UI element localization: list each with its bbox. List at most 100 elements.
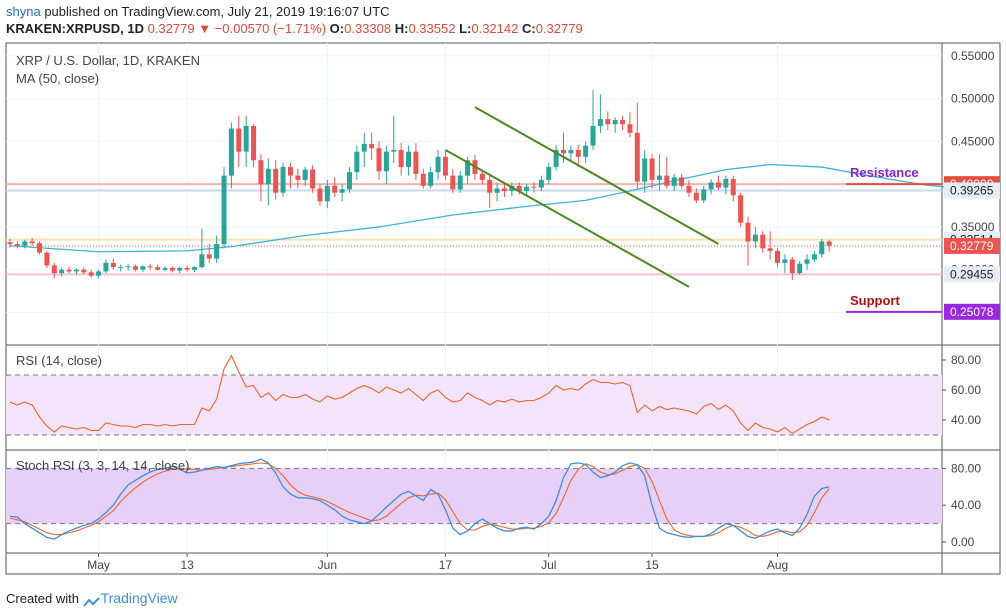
- candle: [597, 94, 603, 133]
- candle: [169, 266, 175, 273]
- candle-body: [243, 125, 249, 152]
- candle-body: [679, 177, 685, 186]
- stoch-rsi-pane-title: Stoch RSI (3, 3, 14, 14, close): [16, 458, 190, 473]
- candle-body: [494, 188, 500, 193]
- candle: [782, 254, 788, 274]
- stoch-band: [6, 468, 942, 524]
- price-tag-level: [944, 182, 1000, 199]
- candle: [354, 145, 360, 180]
- candle: [819, 238, 825, 258]
- candle-body: [723, 179, 729, 188]
- footer: Created with TradingView: [6, 590, 178, 607]
- candle: [59, 267, 65, 277]
- time-tick-label: May: [87, 558, 110, 572]
- candle-body: [649, 158, 655, 180]
- candle-body: [627, 124, 633, 133]
- candle-body: [59, 269, 65, 274]
- high-value: 0.33552: [408, 21, 456, 36]
- candle-body: [450, 175, 456, 190]
- candle-body: [583, 145, 589, 157]
- candle: [738, 192, 744, 227]
- candle-body: [118, 267, 124, 269]
- candle: [14, 241, 20, 249]
- candle: [110, 258, 116, 270]
- candle-body: [236, 128, 242, 152]
- candle: [752, 226, 758, 249]
- candle-body: [295, 175, 301, 180]
- candle: [420, 168, 426, 189]
- candle: [37, 241, 43, 255]
- time-tick-label: 13: [180, 558, 194, 572]
- candle: [479, 170, 485, 185]
- candle-body: [715, 182, 721, 188]
- candle-body: [708, 182, 714, 190]
- candle-body: [391, 149, 397, 152]
- candle-body: [775, 250, 781, 263]
- resistance-label: Resistance: [850, 165, 919, 180]
- candle-body: [221, 175, 227, 245]
- candle: [346, 167, 352, 193]
- rsi-line: [9, 354, 830, 435]
- candle-body: [745, 222, 751, 242]
- candle-body: [620, 119, 626, 125]
- candle-body: [44, 252, 50, 266]
- candle-body: [435, 156, 441, 173]
- candle-body: [346, 172, 352, 190]
- stoch-d-line: [9, 462, 830, 538]
- candle-body: [501, 188, 507, 192]
- candle: [66, 266, 72, 274]
- support-label: Support: [850, 293, 900, 308]
- candle: [457, 171, 463, 193]
- candle: [664, 156, 670, 189]
- time-tick-label: Aug: [767, 558, 788, 572]
- candle: [590, 90, 596, 150]
- candle-body: [634, 132, 640, 182]
- candle: [568, 145, 574, 161]
- candle-body: [273, 168, 279, 193]
- candle-body: [184, 268, 190, 270]
- candle: [553, 144, 559, 171]
- candle-body: [605, 119, 611, 125]
- candle: [140, 265, 146, 273]
- candle-body: [531, 186, 537, 188]
- candle-body: [22, 241, 28, 246]
- candle: [671, 173, 677, 192]
- candle-body: [597, 119, 603, 126]
- publisher-username[interactable]: shyna: [6, 4, 41, 19]
- candle-body: [671, 177, 677, 186]
- candle-body: [656, 175, 662, 180]
- candle-body: [103, 262, 109, 272]
- candle: [767, 231, 773, 260]
- tradingview-brand[interactable]: TradingView: [100, 590, 178, 606]
- candle-body: [693, 192, 699, 201]
- candle: [287, 162, 293, 189]
- candle: [723, 175, 729, 195]
- candle: [789, 256, 795, 280]
- symbol-info-bar: KRAKEN:XRPUSD, 1D 0.32779 ▼ −0.00570 (−1…: [6, 21, 583, 36]
- candle-body: [324, 185, 330, 202]
- price-tick-label: 0.55000: [951, 49, 995, 63]
- candle: [88, 269, 94, 278]
- low-label: L:: [459, 21, 472, 36]
- candle: [236, 115, 242, 168]
- candle-body: [819, 241, 825, 255]
- candle-body: [509, 185, 515, 192]
- candle-body: [428, 172, 434, 186]
- candle-body: [251, 125, 257, 161]
- down-arrow-icon: ▼: [198, 21, 212, 36]
- candle-body: [88, 272, 94, 276]
- candle-body: [192, 267, 197, 270]
- candle-body: [155, 267, 161, 270]
- candle-body: [265, 168, 271, 185]
- candle: [369, 132, 375, 161]
- candle: [745, 216, 751, 266]
- candle-body: [29, 241, 35, 244]
- candle: [760, 231, 766, 253]
- candle-body: [664, 175, 670, 186]
- channel-upper-line: [474, 106, 719, 245]
- candle: [273, 160, 279, 200]
- candle: [804, 254, 810, 270]
- price-tag-text: 0.32779: [950, 239, 994, 253]
- candle: [243, 115, 249, 168]
